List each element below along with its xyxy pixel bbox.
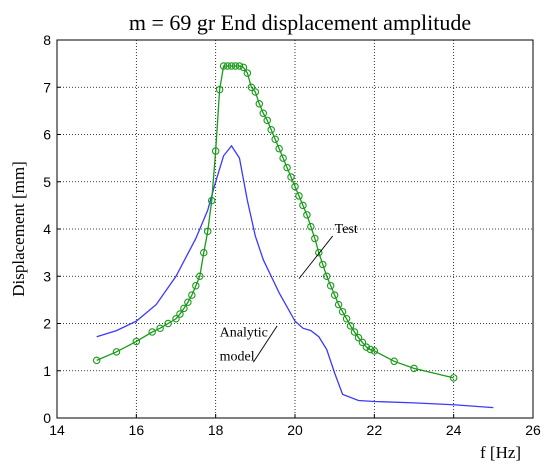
y-tick-label: 8 [43,32,51,48]
x-tick-label: 14 [49,422,65,438]
test-point [275,144,283,153]
test-point [235,62,244,70]
test-leader-line [298,235,334,279]
y-axis-label: Displacement [mm] [9,161,28,297]
y-tick-label: 4 [43,221,51,237]
test-point [346,322,355,330]
x-axis-label: f [Hz] [480,443,521,462]
test-point [200,248,208,257]
x-ticks: 14 16 18 20 22 24 26 [49,414,541,438]
test-point [342,315,351,323]
test-point [279,154,287,162]
test-point [148,328,156,336]
test-point [243,69,252,77]
test-point [358,338,367,347]
test-point [322,272,331,280]
test-point [223,62,232,70]
test-point [307,222,315,231]
test-point [319,260,327,269]
test-point [192,281,200,290]
test-point [370,347,379,355]
test-point [311,234,319,243]
test-point [326,281,335,290]
x-tick-label: 24 [446,422,462,438]
test-point [299,201,307,210]
test-point [390,357,398,366]
test-point [291,182,299,191]
annotation-label: Analytic [220,326,268,341]
x-tick-label: 16 [129,422,145,438]
series-group [92,62,494,409]
annotation-label: Test [335,222,358,237]
test-point [196,272,204,280]
y-tick-label: 5 [43,174,51,190]
test-line [96,65,454,379]
annotation-label: model [220,349,255,364]
annotations: Test Analytic model [220,222,358,365]
test-point [203,227,212,236]
test-point [263,116,271,125]
test-point [180,304,188,313]
analytic-leader-line [252,325,278,363]
y-tick-label: 7 [43,79,51,95]
test-point [231,62,240,70]
y-tick-label: 2 [43,316,51,332]
test-point [303,211,311,219]
test-point [330,291,339,299]
test-point [449,374,458,382]
test-point [334,300,343,309]
y-tick-label: 3 [43,268,51,284]
test-point [184,298,192,306]
test-point [338,307,347,316]
test-point [188,291,196,299]
test-point [247,83,256,92]
test-point [156,324,164,332]
test-point [207,196,216,205]
y-tick-label: 1 [43,363,51,379]
x-tick-label: 26 [525,422,541,438]
test-point [259,109,268,117]
test-point [215,85,224,94]
test-point [112,348,121,356]
test-point [267,126,275,134]
test-point [271,135,279,143]
grid [56,39,534,419]
test-point [227,62,236,70]
test-point [350,328,359,336]
test-point [132,337,141,346]
test-point [251,88,260,96]
test-point [354,333,363,342]
test-point [92,356,101,365]
x-tick-label: 18 [208,422,224,438]
test-point [287,173,295,181]
y-ticks: 0 1 2 3 4 5 6 7 8 [43,32,61,426]
analytic-model-line [96,144,494,409]
test-point [164,319,172,328]
test-point [295,192,303,200]
test-point [410,364,418,373]
test-point [219,62,228,70]
test-point [211,147,220,155]
test-point [366,345,375,354]
chart-title: m = 69 gr End displacement amplitude [129,10,471,35]
x-tick-label: 20 [287,422,303,438]
test-point [176,310,184,318]
test-point [239,63,248,72]
test-point [283,163,291,172]
test-point [315,248,323,257]
x-tick-label: 22 [367,422,383,438]
test-point [172,315,180,323]
test-point [255,100,264,108]
y-tick-label: 6 [43,127,51,143]
y-tick-label: 0 [43,410,51,426]
test-point [362,343,371,351]
